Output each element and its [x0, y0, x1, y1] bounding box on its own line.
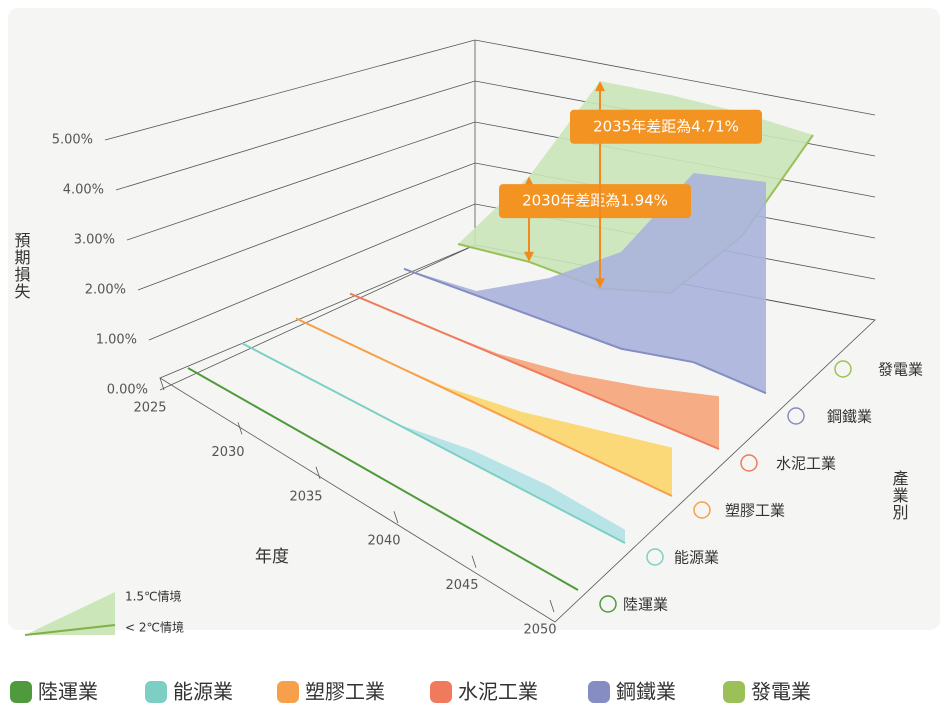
x-tick-label: 2050 [523, 623, 556, 638]
industry-icon [693, 501, 711, 519]
industry-icon [740, 454, 758, 472]
annotation-text: 2035年差距為4.71% [593, 117, 739, 135]
y-tick-label: 3.00% [74, 233, 115, 248]
x-tick [471, 555, 477, 568]
arrow-head [595, 278, 605, 289]
legend-swatch [10, 681, 32, 703]
line [295, 317, 673, 497]
line [187, 367, 579, 591]
arrow-head [524, 251, 534, 262]
industry-label: 水泥工業 [776, 455, 836, 473]
industry-label: 陸運業 [623, 596, 668, 614]
arrow-head [595, 81, 605, 92]
legend-swatch [430, 681, 452, 703]
legend-swatch [588, 681, 610, 703]
x-tick [393, 511, 399, 524]
y-axis-label: 預期損失 [12, 232, 31, 300]
area [404, 172, 766, 394]
x-axis-label: 年度 [255, 547, 289, 567]
legend-swatch [723, 681, 745, 703]
legend-label: 能源業 [173, 680, 233, 704]
legend-label: 鋼鐵業 [616, 680, 676, 704]
x-tick [549, 599, 555, 613]
annotation-box [499, 184, 691, 219]
legend-label: 發電業 [751, 680, 811, 704]
industry-icon [646, 548, 664, 566]
scenario-legend-label: 1.5℃情境 [125, 589, 182, 604]
industry-label: 塑膠工業 [725, 502, 785, 520]
z-axis-label: 產業別 [890, 470, 909, 521]
y-tick-label: 2.00% [85, 283, 126, 298]
y-tick-label: 1.00% [96, 333, 137, 348]
line [349, 292, 720, 450]
x-tick-label: 2025 [133, 401, 166, 416]
scenario-legend-label: < 2℃情境 [125, 620, 184, 635]
legend-swatch [277, 681, 299, 703]
scenario-legend-area [25, 592, 115, 635]
industry-label: 鋼鐵業 [827, 408, 872, 426]
legend-label: 塑膠工業 [305, 680, 385, 704]
x-tick [159, 377, 165, 391]
line [241, 342, 626, 544]
industry-icon [834, 360, 852, 378]
x-tick [237, 422, 243, 435]
scenario-legend-line [24, 624, 116, 636]
y-tick-label: 5.00% [52, 133, 93, 148]
industry-label: 能源業 [674, 549, 719, 567]
arrow-head [524, 176, 534, 187]
annotation-text: 2030年差距為1.94% [522, 192, 668, 210]
legend-swatch [145, 681, 167, 703]
industry-icon [787, 407, 805, 425]
x-tick-label: 2030 [211, 445, 244, 460]
industry-icon [599, 595, 617, 613]
line [403, 267, 767, 395]
legend-label: 陸運業 [38, 680, 98, 704]
legend-label: 水泥工業 [458, 680, 538, 704]
y-tick-label: 4.00% [63, 183, 104, 198]
x-tick [315, 466, 321, 479]
x-tick-label: 2035 [289, 489, 322, 504]
x-tick-label: 2040 [367, 534, 400, 549]
annotation-box [570, 109, 762, 144]
y-tick-label: 0.00% [107, 383, 148, 398]
industry-label: 發電業 [878, 361, 923, 379]
x-tick-label: 2045 [445, 578, 478, 593]
walls: 0.00% 1.00% 2.00% 3.00% 4.00% 5.00% 2025 2030 20… [52, 39, 876, 638]
grid-line [104, 39, 876, 141]
